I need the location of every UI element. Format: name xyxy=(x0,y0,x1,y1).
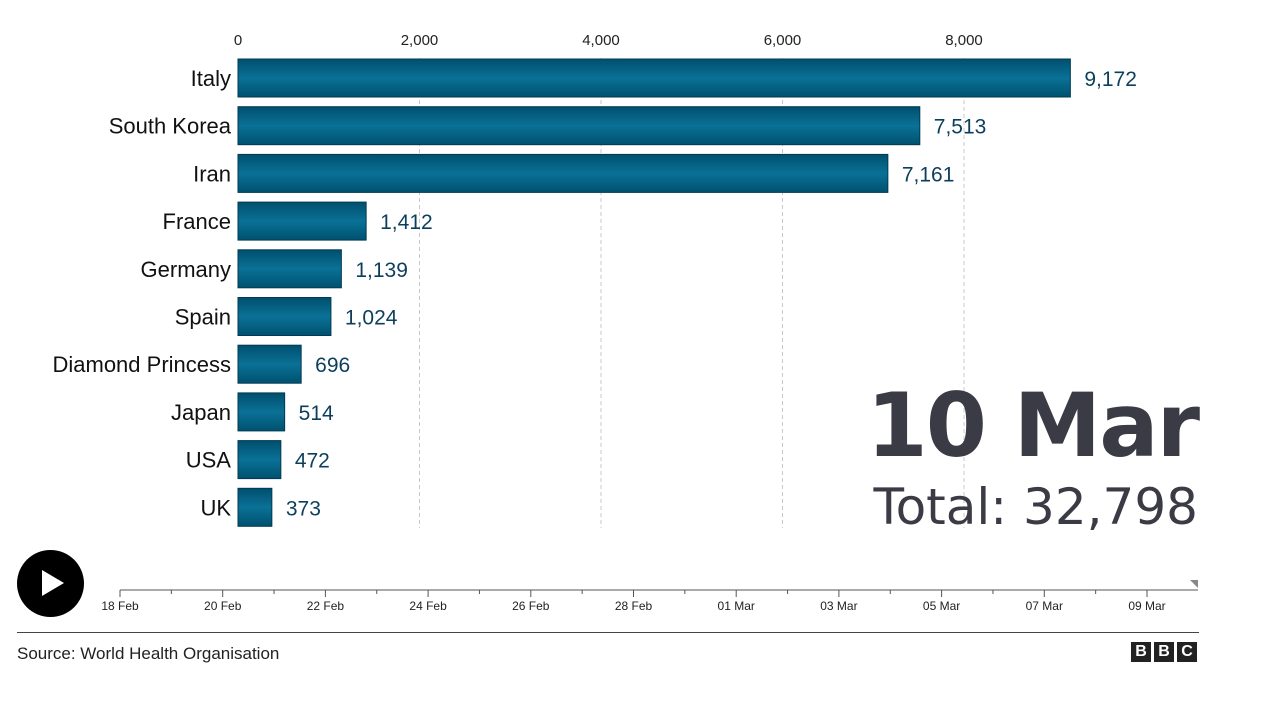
timeline-date-label: 09 Mar xyxy=(1128,599,1165,613)
value-label: 472 xyxy=(295,450,330,473)
timeline-date-label: 18 Feb xyxy=(101,599,139,613)
bar xyxy=(237,201,367,241)
value-label: 7,161 xyxy=(902,163,955,186)
timeline-date-label: 01 Mar xyxy=(718,599,755,613)
timeline-date-label: 22 Feb xyxy=(307,599,345,613)
category-label: Italy xyxy=(191,66,231,91)
category-label: France xyxy=(163,209,231,234)
timeline-date-label: 03 Mar xyxy=(820,599,857,613)
category-label: Iran xyxy=(193,161,231,186)
play-icon xyxy=(42,570,64,596)
play-button[interactable] xyxy=(17,550,84,617)
bar xyxy=(237,344,302,384)
timeline-date-label: 05 Mar xyxy=(923,599,960,613)
value-label: 696 xyxy=(315,354,350,377)
bar xyxy=(237,392,286,432)
total-count: Total: 32,798 xyxy=(873,478,1198,536)
category-label: Japan xyxy=(171,400,231,425)
bar xyxy=(237,106,921,146)
timeline-date-label: 20 Feb xyxy=(204,599,242,613)
bar xyxy=(237,440,282,480)
value-labels: 9,172 7,513 7,161 1,412 1,139 1,024 696 514 472 3… xyxy=(286,68,1137,520)
bar xyxy=(237,153,889,193)
bars xyxy=(237,58,1071,527)
timeline-scrubber[interactable]: 18 Feb 20 Feb 22 Feb 24 Feb 26 Feb 28 Feb 01 M… xyxy=(101,580,1198,613)
x-tick-label: 8,000 xyxy=(945,32,983,49)
category-label: UK xyxy=(200,495,231,520)
x-tick-label: 6,000 xyxy=(764,32,802,49)
bar xyxy=(237,487,273,527)
source-credit: Source: World Health Organisation xyxy=(17,644,280,663)
value-label: 514 xyxy=(299,402,334,425)
category-label: Spain xyxy=(175,305,231,330)
timeline-date-label: 28 Feb xyxy=(615,599,653,613)
category-label: Germany xyxy=(141,257,231,282)
bbc-logo-letter: B xyxy=(1131,642,1151,662)
timeline-date-label: 26 Feb xyxy=(512,599,550,613)
value-label: 1,139 xyxy=(355,259,408,282)
timeline-handle-icon[interactable] xyxy=(1190,580,1198,588)
category-label: Diamond Princess xyxy=(52,352,231,377)
bbc-logo: B B C xyxy=(1131,642,1197,662)
current-date: 10 Mar xyxy=(867,374,1201,477)
category-labels: Italy South Korea Iran France Germany Spain Di… xyxy=(52,66,231,520)
value-label: 7,513 xyxy=(934,116,987,139)
timeline-date-label: 07 Mar xyxy=(1026,599,1063,613)
footer-divider xyxy=(17,632,1199,633)
value-label: 1,024 xyxy=(345,307,398,330)
bbc-logo-letter: B xyxy=(1154,642,1174,662)
x-axis-ticks: 0 2,000 4,000 6,000 8,000 xyxy=(234,32,983,49)
bar xyxy=(237,297,332,336)
category-label: South Korea xyxy=(109,114,232,139)
value-label: 1,412 xyxy=(380,211,433,234)
x-tick-label: 2,000 xyxy=(401,32,439,49)
bar xyxy=(237,249,342,289)
value-label: 9,172 xyxy=(1084,68,1137,91)
category-label: USA xyxy=(186,448,232,473)
bar xyxy=(237,58,1071,98)
bbc-logo-letter: C xyxy=(1177,642,1197,662)
x-tick-label: 4,000 xyxy=(582,32,620,49)
timeline-date-label: 24 Feb xyxy=(409,599,447,613)
x-tick-label: 0 xyxy=(234,32,242,49)
value-label: 373 xyxy=(286,497,321,520)
